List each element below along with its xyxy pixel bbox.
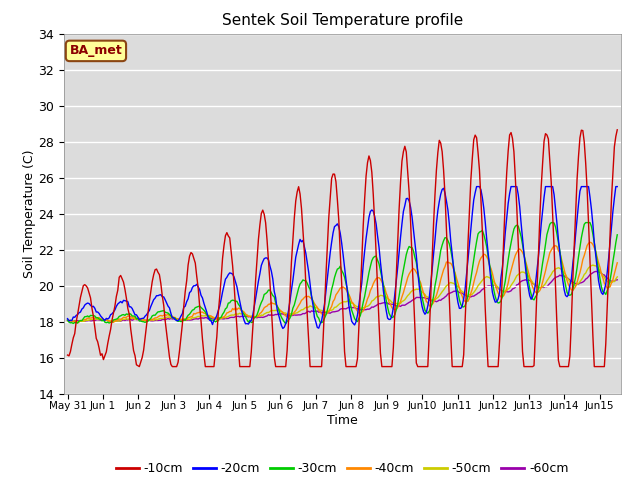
Y-axis label: Soil Temperature (C): Soil Temperature (C) <box>22 149 36 278</box>
Text: BA_met: BA_met <box>70 44 122 58</box>
Title: Sentek Soil Temperature profile: Sentek Soil Temperature profile <box>222 13 463 28</box>
X-axis label: Time: Time <box>327 414 358 427</box>
Legend: -10cm, -20cm, -30cm, -40cm, -50cm, -60cm: -10cm, -20cm, -30cm, -40cm, -50cm, -60cm <box>111 457 573 480</box>
